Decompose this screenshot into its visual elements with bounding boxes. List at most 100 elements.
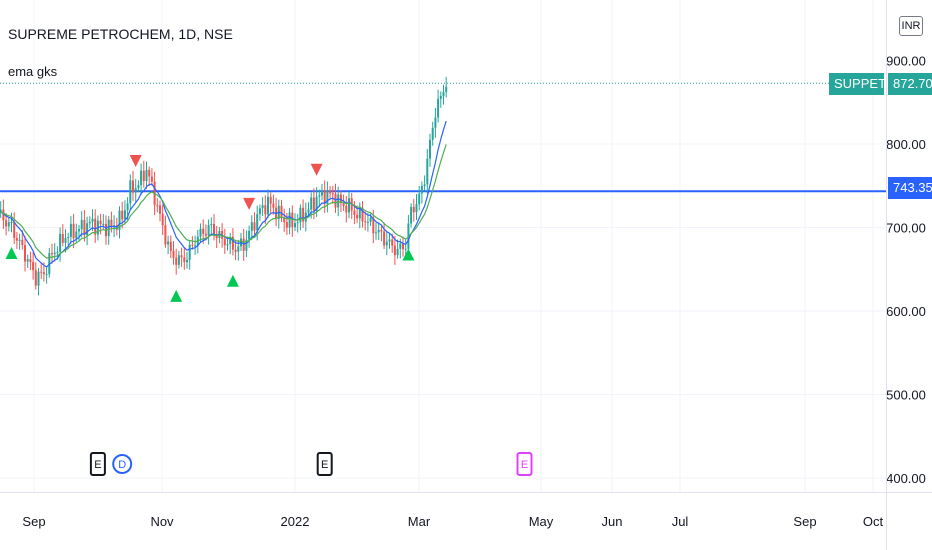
candle-body (385, 241, 388, 246)
indicator-label[interactable]: ema gks (8, 64, 58, 79)
candle-body (361, 207, 364, 222)
candle-body (207, 224, 210, 236)
candle-body (123, 210, 126, 220)
candle-body (186, 259, 188, 263)
event-label: D (118, 459, 126, 471)
candles (0, 76, 448, 296)
candle-body (410, 206, 413, 224)
candle-body (383, 231, 386, 246)
candle-body (258, 208, 261, 215)
candle-body (102, 223, 105, 225)
candle-body (0, 209, 2, 213)
x-tick-label: Sep (22, 514, 45, 529)
candle-body (358, 207, 361, 219)
candle-body (326, 190, 329, 204)
candle-body (437, 98, 440, 118)
candle-body (161, 213, 164, 226)
candle-body (420, 186, 423, 194)
candle-body (296, 222, 299, 224)
candle-body (61, 234, 64, 243)
candle-body (299, 207, 302, 223)
candle-body (294, 223, 296, 228)
candle-body (13, 221, 16, 238)
candle-body (318, 195, 321, 197)
candle-body (99, 220, 102, 225)
candle-body (331, 193, 334, 195)
candle-body (67, 236, 70, 239)
sell-signal-marker (310, 163, 323, 176)
event-circle (112, 454, 133, 474)
candle-body (210, 223, 213, 225)
candle-body (177, 255, 180, 265)
candle-body (442, 92, 445, 97)
buy-signal-marker (402, 248, 415, 261)
candle-body (250, 222, 253, 231)
x-tick-label: Jul (672, 514, 689, 529)
sell-signal-marker (129, 155, 142, 168)
candle-body (191, 244, 194, 246)
candle-body (140, 170, 143, 186)
candle-body (288, 212, 291, 228)
candle-body (237, 246, 240, 252)
candle-body (415, 204, 418, 213)
candle-body (215, 234, 218, 239)
event-label: E (94, 459, 101, 471)
last-price-tag: 872.70 (888, 73, 932, 95)
candle-body (388, 239, 391, 242)
candle-body (142, 170, 145, 182)
candle-body (121, 210, 124, 220)
event-marker[interactable]: D (112, 454, 133, 474)
candle-body (329, 190, 332, 194)
candle-body (412, 206, 415, 213)
candle-body (188, 244, 191, 260)
event-marker[interactable]: E (89, 452, 106, 476)
currency-badge[interactable]: INR (899, 16, 923, 36)
candle-body (169, 241, 172, 251)
candle-body (5, 220, 8, 227)
candle-body (375, 232, 377, 234)
candle-body (245, 239, 248, 251)
candle-body (107, 219, 110, 237)
chart-title: SUPREME PETROCHEM, 1D, NSE (8, 26, 233, 42)
ema-slow-line (0, 144, 447, 259)
event-marker[interactable]: E (316, 452, 333, 476)
ema-fast-line (0, 120, 447, 268)
y-tick-label: 600.00 (886, 304, 926, 319)
candle-body (15, 237, 18, 241)
x-tick-label: Mar (408, 514, 431, 529)
x-tick-label: Sep (793, 514, 816, 529)
candle-body (32, 262, 35, 271)
candle-body (369, 217, 372, 222)
candle-body (213, 223, 215, 235)
candle-body (137, 185, 140, 189)
y-axis-divider (886, 0, 887, 550)
candle-body (431, 127, 434, 140)
candle-body (18, 239, 21, 241)
candle-body (45, 274, 48, 276)
candle-body (88, 221, 91, 224)
candle-body (312, 197, 315, 211)
candle-body (164, 225, 167, 245)
event-label: E (521, 459, 528, 471)
candle-body (26, 259, 29, 262)
candle-body (321, 190, 323, 196)
candle-body (180, 255, 183, 258)
horizontal-line (0, 82, 886, 193)
y-axis: 400.00 500.00 600.00 700.00 800.00 900.00 (886, 54, 926, 487)
x-tick-label: Oct (863, 514, 884, 529)
candle-body (280, 205, 283, 219)
candle-body (391, 239, 394, 246)
candle-body (94, 218, 97, 235)
candle-body (393, 245, 396, 256)
candle-body (10, 221, 13, 223)
candle-body (372, 217, 375, 234)
candle-body (231, 236, 234, 250)
hline-price-tag: 743.35 (888, 177, 932, 199)
event-marker[interactable]: E (516, 452, 533, 476)
event-box (316, 452, 333, 476)
candle-body (423, 184, 426, 187)
candle-body (75, 231, 78, 239)
candle-body (429, 139, 431, 159)
